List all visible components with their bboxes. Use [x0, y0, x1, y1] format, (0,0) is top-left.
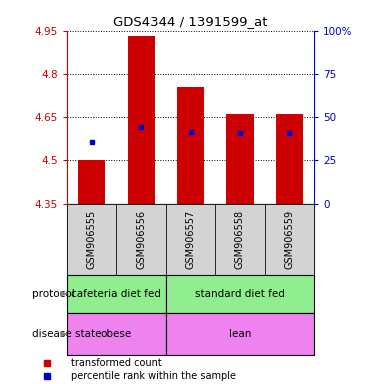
Text: protocol: protocol	[33, 289, 75, 299]
Title: GDS4344 / 1391599_at: GDS4344 / 1391599_at	[113, 15, 268, 28]
FancyBboxPatch shape	[215, 204, 265, 275]
FancyBboxPatch shape	[67, 275, 166, 313]
Text: GSM906558: GSM906558	[235, 210, 245, 268]
Text: transformed count: transformed count	[71, 358, 162, 368]
Text: GSM906556: GSM906556	[136, 210, 146, 268]
FancyBboxPatch shape	[265, 204, 314, 275]
FancyBboxPatch shape	[166, 313, 314, 355]
Text: cafeteria diet fed: cafeteria diet fed	[72, 289, 161, 299]
FancyBboxPatch shape	[166, 204, 215, 275]
FancyBboxPatch shape	[67, 204, 116, 275]
Text: GSM906557: GSM906557	[185, 209, 196, 269]
Text: GSM906555: GSM906555	[87, 209, 97, 269]
Text: obese: obese	[101, 329, 132, 339]
Bar	[128, 36, 155, 204]
Text: lean: lean	[229, 329, 251, 339]
Bar	[78, 160, 105, 204]
Bar	[177, 87, 204, 204]
Text: standard diet fed: standard diet fed	[195, 289, 285, 299]
FancyBboxPatch shape	[116, 204, 166, 275]
FancyBboxPatch shape	[166, 275, 314, 313]
Text: disease state: disease state	[33, 329, 102, 339]
Text: percentile rank within the sample: percentile rank within the sample	[71, 371, 236, 381]
FancyBboxPatch shape	[67, 313, 166, 355]
Bar	[276, 114, 303, 204]
Bar	[226, 114, 254, 204]
Text: GSM906559: GSM906559	[284, 210, 295, 268]
